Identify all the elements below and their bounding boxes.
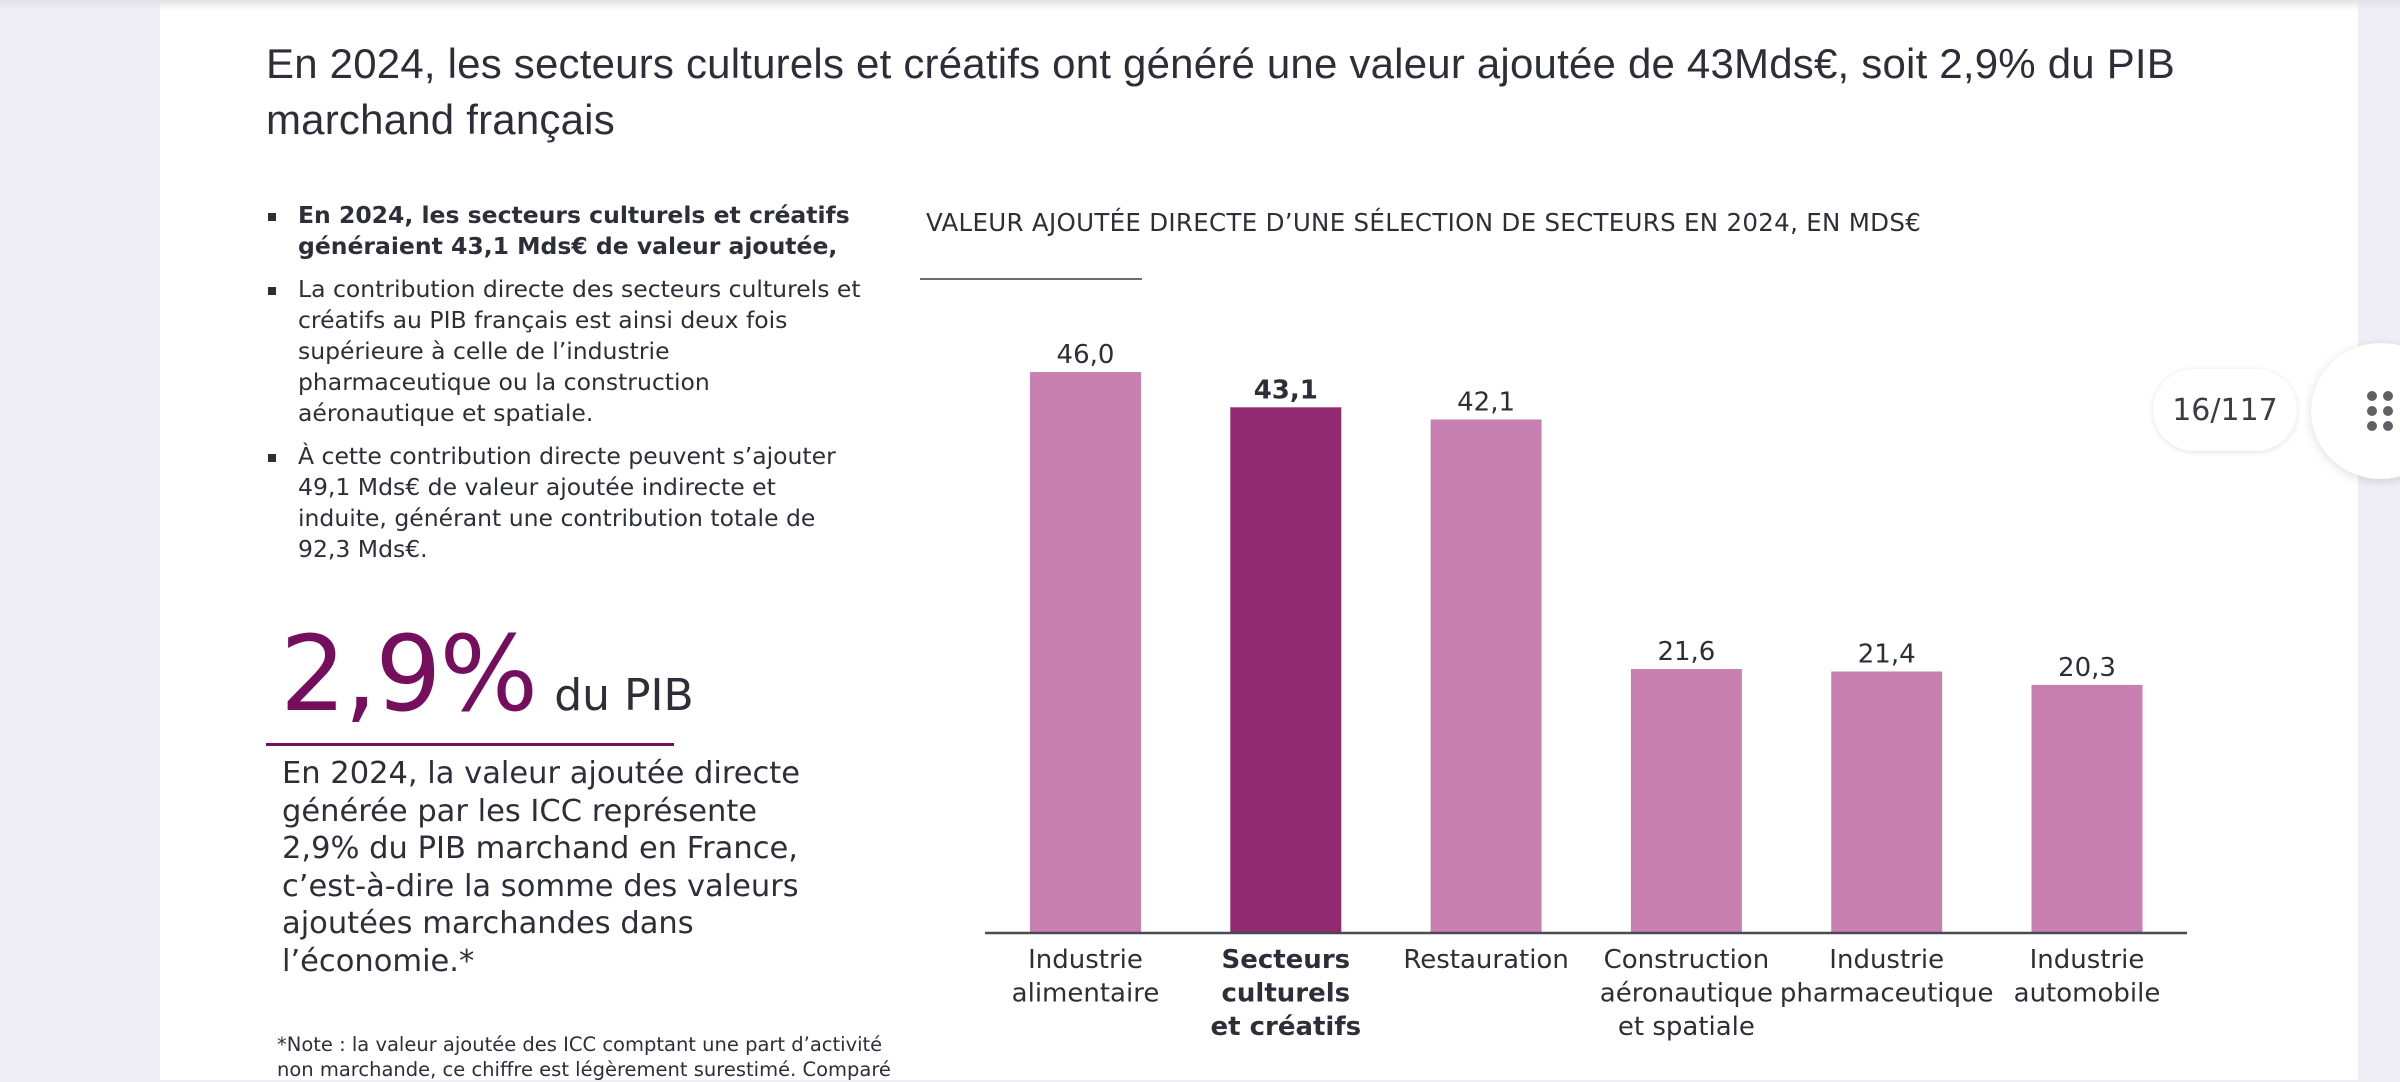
grid-dots-icon <box>2367 391 2393 431</box>
key-point-text: La contribution directe des secteurs cul… <box>298 275 861 427</box>
data-label: 46,0 <box>1057 340 1115 370</box>
x-tick-label-line: Industrie <box>1028 945 1143 975</box>
key-stat-value: 2,9% <box>280 613 538 735</box>
x-tick-label: Industrie pharmaceutique <box>1780 945 1994 1009</box>
key-stat: 2,9% du PIB <box>280 622 694 726</box>
bar-1 <box>1230 407 1342 933</box>
bar-chart: 46,0 Industrie alimentaire 43,1 Secteurs cult… <box>985 340 2187 1042</box>
bullet-square-icon <box>268 454 276 462</box>
data-label: 43,1 <box>1254 375 1318 405</box>
x-tick-label: Industrie automobile <box>2014 945 2161 1009</box>
key-stat-description: En 2024, la valeur ajoutée directe génér… <box>282 756 801 979</box>
bar-2 <box>1430 419 1542 932</box>
key-point-text: En 2024, les secteurs culturels et créat… <box>298 201 850 260</box>
key-point-text: À cette contribution directe peuvent s’a… <box>298 442 836 563</box>
bar-0 <box>1030 372 1141 932</box>
key-point: La contribution directe des secteurs cul… <box>266 274 866 429</box>
x-tick-label-line: Industrie <box>1829 945 1944 975</box>
bullet-square-icon <box>268 287 276 295</box>
x-tick-label: Secteurs culturels et créatifs <box>1210 945 1361 1042</box>
data-label: 20,3 <box>2058 653 2116 683</box>
x-tick-label-line: Industrie <box>2030 945 2145 975</box>
bullet-square-icon <box>268 213 276 221</box>
data-label: 21,6 <box>1657 637 1715 667</box>
x-tick-label-line: et spatiale <box>1618 1012 1755 1042</box>
bar-3 <box>1630 669 1742 932</box>
key-stat-divider <box>266 743 674 746</box>
x-tick-label-line: alimentaire <box>1012 979 1160 1009</box>
x-tick-label-line: et créatifs <box>1210 1012 1361 1042</box>
key-point: À cette contribution directe peuvent s’a… <box>266 441 866 565</box>
bar-5 <box>2031 684 2143 932</box>
key-stat-unit: du PIB <box>554 670 694 721</box>
page-indicator[interactable]: 16/117 <box>2153 369 2297 451</box>
key-point: En 2024, les secteurs culturels et créat… <box>266 200 866 262</box>
bar-4 <box>1831 671 1943 932</box>
footnote: *Note : la valeur ajoutée des ICC compta… <box>277 1033 891 1081</box>
data-label: 21,4 <box>1858 639 1916 669</box>
key-points-list: En 2024, les secteurs culturels et créat… <box>266 200 866 577</box>
x-tick-label-line: automobile <box>2014 979 2161 1009</box>
x-tick-label: Restauration <box>1403 945 1568 975</box>
x-tick-label-line: pharmaceutique <box>1780 979 1994 1009</box>
x-tick-label-line: Restauration <box>1403 945 1568 975</box>
top-shadow <box>0 0 2400 10</box>
x-tick-label-line: culturels <box>1221 979 1350 1009</box>
page-title: En 2024, les secteurs culturels et créat… <box>266 40 2175 143</box>
x-tick-label-line: aéronautique <box>1600 979 1773 1009</box>
document-page: En 2024, les secteurs culturels et créat… <box>160 0 2358 1081</box>
x-tick-label-line: Construction <box>1604 945 1770 975</box>
chart-title-divider <box>920 278 1142 280</box>
chart-title: VALEUR AJOUTÉE DIRECTE D’UNE SÉLECTION D… <box>926 208 1922 237</box>
data-label: 42,1 <box>1457 387 1515 417</box>
x-tick-label-line: Secteurs <box>1221 945 1350 975</box>
x-tick-label: Construction aéronautique et spatiale <box>1600 945 1773 1042</box>
x-tick-label: Industrie alimentaire <box>1012 945 1160 1009</box>
